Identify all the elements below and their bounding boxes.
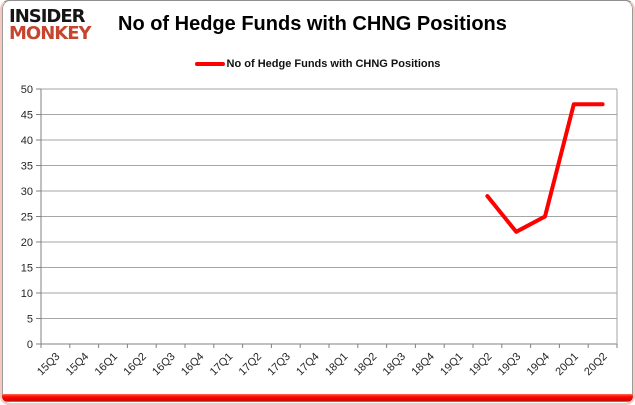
y-tick-label: 0 [27, 339, 33, 351]
y-tick-label: 50 [21, 84, 33, 96]
x-tick-label: 15Q3 [35, 351, 63, 379]
x-tick-label: 20Q1 [553, 351, 581, 379]
x-tick-label: 16Q2 [121, 351, 149, 379]
x-tick-label: 18Q2 [352, 351, 380, 379]
y-tick-label: 20 [21, 237, 33, 249]
x-tick-label: 19Q2 [467, 351, 495, 379]
x-tick-label: 18Q3 [381, 351, 409, 379]
x-tick-label: 19Q3 [496, 351, 524, 379]
y-tick-label: 15 [21, 263, 33, 275]
logo-line-insider: INSIDER [9, 6, 86, 27]
x-tick-label: 17Q3 [265, 351, 293, 379]
insider-monkey-logo: INSIDER MONKEY [9, 6, 92, 44]
x-tick-label: 18Q4 [409, 351, 437, 379]
x-tick-label: 15Q4 [64, 351, 92, 379]
legend-line-marker [194, 62, 225, 66]
y-tick-label: 30 [21, 186, 33, 198]
x-tick-label: 17Q1 [208, 351, 236, 379]
x-tick-label: 17Q2 [237, 351, 265, 379]
y-tick-label: 35 [21, 161, 33, 173]
logo-line-monkey: MONKEY [9, 22, 92, 44]
chart-title: No of Hedge Funds with CHNG Positions [118, 13, 507, 35]
legend: No of Hedge Funds with CHNG Positions [0, 57, 635, 71]
x-tick-label: 17Q4 [294, 351, 322, 379]
x-tick-label: 18Q1 [323, 351, 351, 379]
x-tick-label: 16Q4 [179, 351, 207, 379]
x-tick-label: 16Q3 [150, 351, 178, 379]
y-tick-label: 5 [27, 314, 33, 326]
y-tick-label: 45 [21, 110, 33, 122]
x-tick-label: 19Q4 [525, 351, 553, 379]
x-tick-label: 19Q1 [438, 351, 466, 379]
y-tick-label: 25 [21, 212, 33, 224]
bottom-red-border [2, 394, 633, 402]
y-tick-label: 10 [21, 288, 33, 300]
series-line [485, 102, 605, 234]
y-tick-label: 40 [21, 135, 33, 147]
legend-label: No of Hedge Funds with CHNG Positions [226, 58, 441, 70]
x-tick-label: 16Q1 [93, 351, 121, 379]
x-tick-label: 20Q2 [582, 351, 610, 379]
